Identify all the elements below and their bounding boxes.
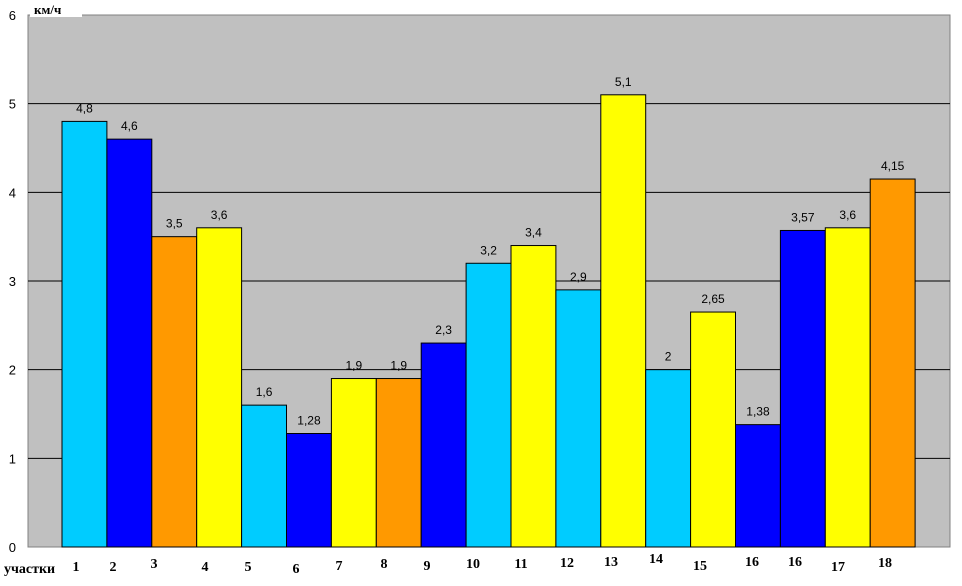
category-label: 13: [604, 555, 618, 570]
category-label: 6: [293, 562, 300, 577]
bars: [61, 94, 916, 548]
data-label: 3,6: [211, 208, 228, 222]
x-axis-title: участки: [4, 562, 55, 577]
y-axis-title-box: [30, 2, 82, 17]
bar: [824, 227, 871, 548]
bar: [61, 120, 108, 548]
category-label: 2: [110, 560, 117, 575]
category-label: 8: [381, 557, 388, 572]
category-label: 17: [831, 560, 845, 575]
category-labels: 1 2 3 4 5 6 7 8 9 10 11 12 13 14 15 16 16 17 18: [73, 552, 893, 577]
y-tick-label: 3: [9, 274, 16, 289]
category-label: 4: [202, 560, 209, 575]
bar: [330, 378, 377, 548]
data-label: 1,38: [746, 405, 770, 419]
bar: [196, 227, 243, 548]
category-label: 12: [560, 556, 574, 571]
category-label: 18: [878, 556, 892, 571]
y-tick-labels: 0 1 2 3 4 5 6: [9, 8, 16, 555]
data-label: 3,5: [166, 217, 183, 231]
bar: [286, 433, 332, 548]
category-label: 16: [745, 555, 759, 570]
category-label: 16: [788, 555, 802, 570]
bar: [420, 342, 467, 548]
data-label: 4,8: [76, 101, 93, 115]
data-label: 1,9: [346, 359, 363, 373]
bar: [869, 178, 916, 548]
bar: [465, 262, 512, 548]
y-tick-label: 1: [9, 451, 16, 466]
bar: [600, 94, 647, 548]
bar: [151, 236, 198, 548]
data-label: 4,6: [121, 119, 138, 133]
data-label: 1,9: [390, 359, 407, 373]
category-label: 10: [466, 557, 480, 572]
data-label: 1,28: [297, 414, 321, 428]
bar: [690, 311, 736, 548]
bar: [375, 378, 422, 548]
bar: [555, 289, 602, 548]
y-axis-title: км/ч: [34, 2, 61, 17]
data-label: 1,6: [256, 385, 273, 399]
y-tick-label: 6: [9, 8, 16, 23]
y-tick-label: 2: [9, 363, 16, 378]
bar: [510, 245, 557, 548]
data-label: 3,2: [480, 243, 497, 257]
category-label: 15: [693, 559, 707, 574]
category-label: 11: [514, 557, 527, 572]
bar: [241, 404, 288, 548]
category-label: 5: [245, 560, 252, 575]
data-label: 2,65: [701, 292, 725, 306]
data-label: 3,4: [525, 226, 542, 240]
bar: [735, 424, 781, 548]
bar: [106, 138, 153, 548]
y-tick-label: 4: [9, 185, 16, 200]
category-label: 7: [336, 559, 343, 574]
category-label: 9: [424, 559, 431, 574]
data-labels: 4,8 4,6 3,5 3,6 1,6 1,28 1,9 1,9 2,3 3,2 3,4 2,9 5,1…: [76, 75, 905, 428]
data-label: 2: [665, 350, 672, 364]
data-label: 2,9: [570, 270, 587, 284]
y-tick-label: 0: [9, 540, 16, 555]
category-label: 3: [151, 557, 158, 572]
data-label: 3,6: [839, 208, 856, 222]
category-label: 1: [73, 560, 80, 575]
category-label: 14: [649, 552, 663, 567]
data-label: 3,57: [791, 210, 815, 224]
y-tick-label: 5: [9, 97, 16, 112]
data-label: 5,1: [615, 75, 632, 89]
bar: [779, 229, 826, 548]
data-label: 2,3: [435, 323, 452, 337]
bar: [645, 369, 692, 548]
data-label: 4,15: [881, 159, 905, 173]
